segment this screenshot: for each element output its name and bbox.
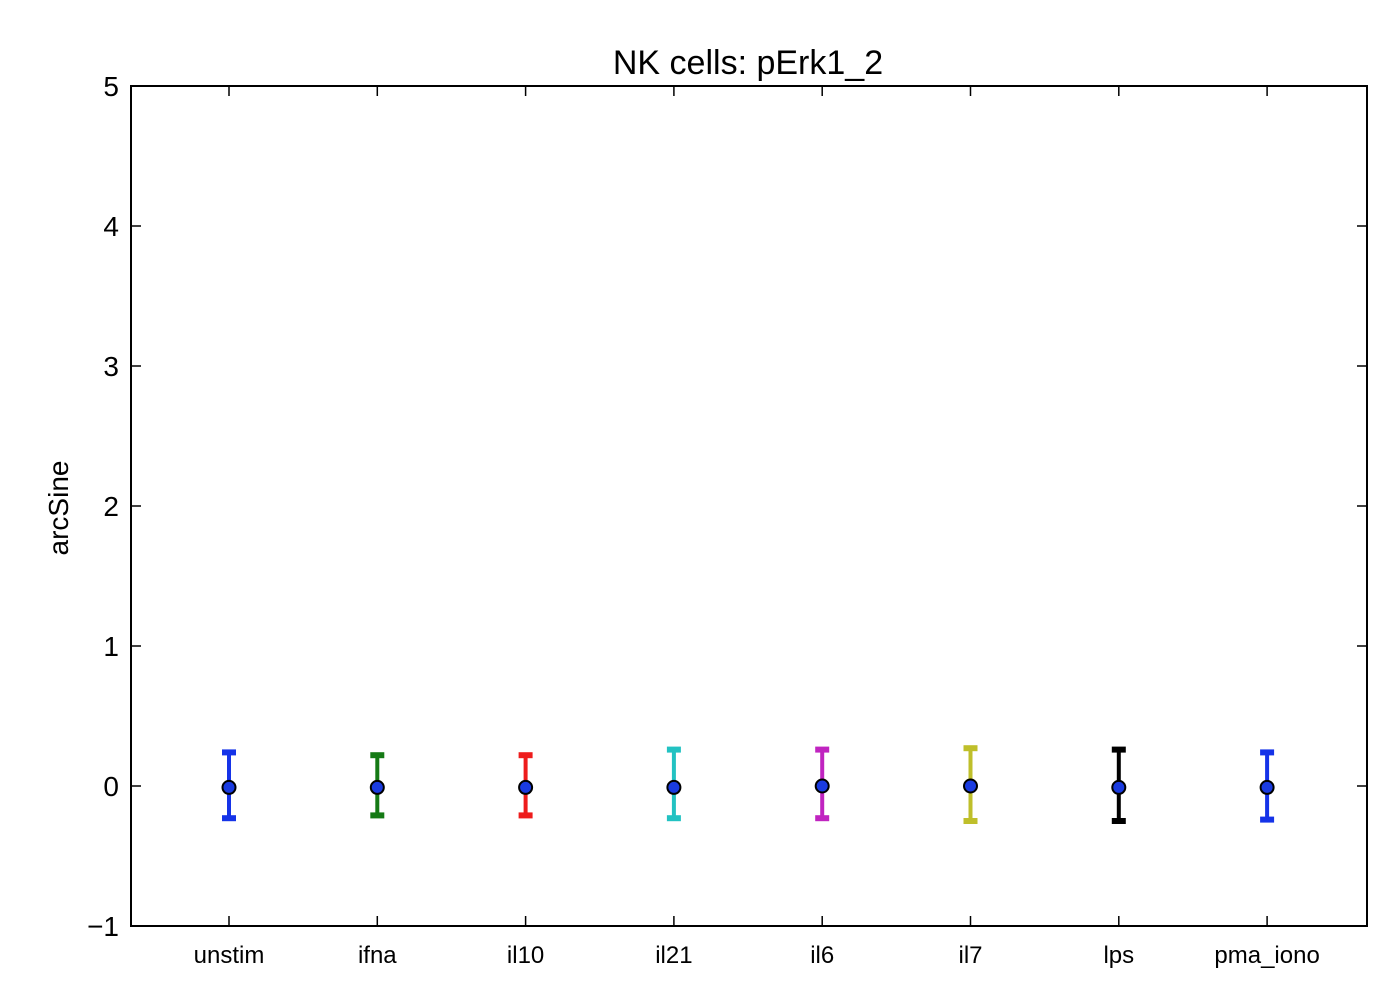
data-point-il21 — [666, 779, 682, 795]
y-tick-label: 2 — [103, 491, 119, 522]
y-tick-label: −1 — [87, 911, 119, 942]
x-tick-label: lps — [1103, 942, 1134, 969]
x-tick-label: pma_iono — [1214, 942, 1319, 969]
chart-marks: −1 0 1 2 3 4 5 unstim ifna il10 il21 il6 il7 lps pma_i… — [87, 71, 1367, 969]
data-point-ifna — [369, 779, 385, 795]
data-point-il7 — [963, 778, 978, 794]
y-tick-label: 0 — [103, 771, 119, 802]
y-tick-label: 3 — [103, 351, 119, 382]
data-point-unstim — [221, 779, 237, 795]
x-tick-label: ifna — [358, 942, 397, 969]
y-axis-label: arcSine — [43, 461, 74, 556]
x-tick-label: il7 — [958, 942, 982, 969]
y-tick-label: 4 — [103, 211, 119, 242]
data-point-pma_iono — [1259, 779, 1275, 795]
x-tick-label: il10 — [507, 942, 544, 969]
x-tick-label: il21 — [655, 942, 692, 969]
data-point-il10 — [518, 779, 534, 795]
y-tick-label: 5 — [103, 71, 119, 102]
x-tick-label: unstim — [194, 942, 265, 969]
plot-area — [130, 85, 1368, 927]
y-tick-label: 1 — [103, 631, 119, 662]
data-point-il6 — [814, 778, 830, 794]
x-tick-label: il6 — [810, 942, 834, 969]
chart-title: NK cells: pErk1_2 — [613, 44, 883, 82]
data-point-lps — [1111, 779, 1127, 795]
